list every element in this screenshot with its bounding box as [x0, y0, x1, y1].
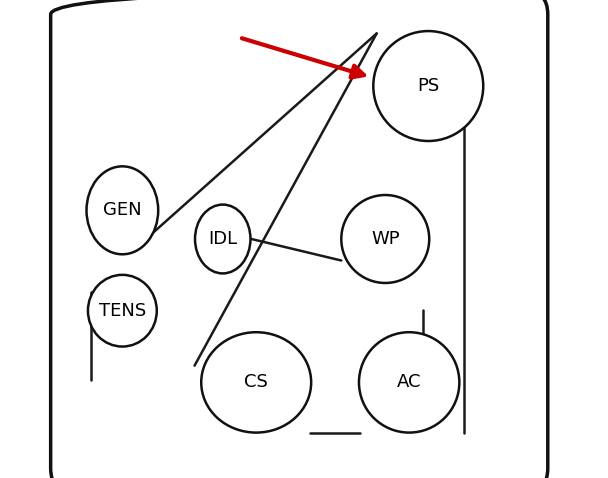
Ellipse shape: [341, 195, 429, 283]
Text: AC: AC: [397, 373, 421, 391]
Text: PS: PS: [417, 77, 440, 95]
Ellipse shape: [373, 31, 483, 141]
Text: TENS: TENS: [98, 302, 146, 320]
Ellipse shape: [88, 275, 157, 347]
Text: GEN: GEN: [103, 201, 142, 219]
Ellipse shape: [195, 205, 250, 273]
Ellipse shape: [359, 332, 460, 433]
Ellipse shape: [201, 332, 311, 433]
Text: IDL: IDL: [208, 230, 237, 248]
Ellipse shape: [86, 166, 158, 254]
Text: CS: CS: [244, 373, 268, 391]
Text: WP: WP: [371, 230, 399, 248]
